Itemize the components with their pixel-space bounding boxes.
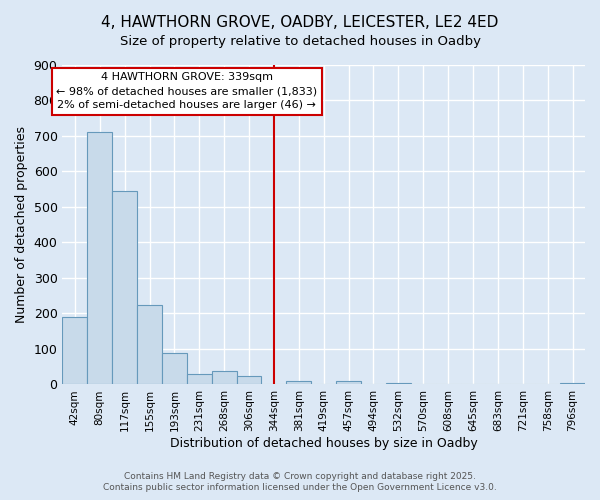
Bar — [187, 374, 212, 384]
Bar — [336, 381, 361, 384]
Text: 4, HAWTHORN GROVE, OADBY, LEICESTER, LE2 4ED: 4, HAWTHORN GROVE, OADBY, LEICESTER, LE2… — [101, 15, 499, 30]
Text: 4 HAWTHORN GROVE: 339sqm
← 98% of detached houses are smaller (1,833)
2% of semi: 4 HAWTHORN GROVE: 339sqm ← 98% of detach… — [56, 72, 317, 110]
Bar — [560, 382, 585, 384]
Text: Contains HM Land Registry data © Crown copyright and database right 2025.
Contai: Contains HM Land Registry data © Crown c… — [103, 472, 497, 492]
Bar — [212, 371, 236, 384]
Bar — [286, 381, 311, 384]
Bar — [236, 376, 262, 384]
Bar — [88, 132, 112, 384]
Y-axis label: Number of detached properties: Number of detached properties — [15, 126, 28, 323]
Bar — [137, 304, 162, 384]
Bar — [162, 353, 187, 384]
Text: Size of property relative to detached houses in Oadby: Size of property relative to detached ho… — [119, 35, 481, 48]
Bar — [62, 317, 88, 384]
X-axis label: Distribution of detached houses by size in Oadby: Distribution of detached houses by size … — [170, 437, 478, 450]
Bar — [112, 191, 137, 384]
